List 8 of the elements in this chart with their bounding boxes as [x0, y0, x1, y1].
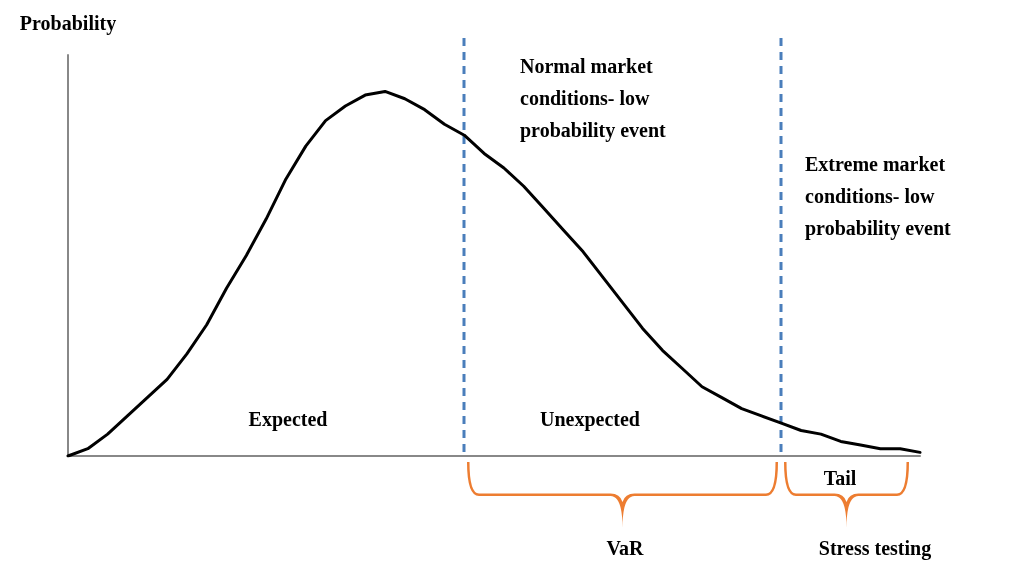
text: Stress testing	[818, 537, 932, 560]
y-axis-title: Probability	[19, 12, 117, 35]
annotation: Normal market conditions- low probability event	[520, 55, 667, 142]
text: VaR	[606, 537, 645, 559]
annotation: Extreme market conditions- low probability event	[805, 153, 952, 240]
annotation: Expected	[248, 408, 328, 431]
annotation: Unexpected	[540, 408, 640, 431]
text: Tail	[823, 467, 857, 489]
